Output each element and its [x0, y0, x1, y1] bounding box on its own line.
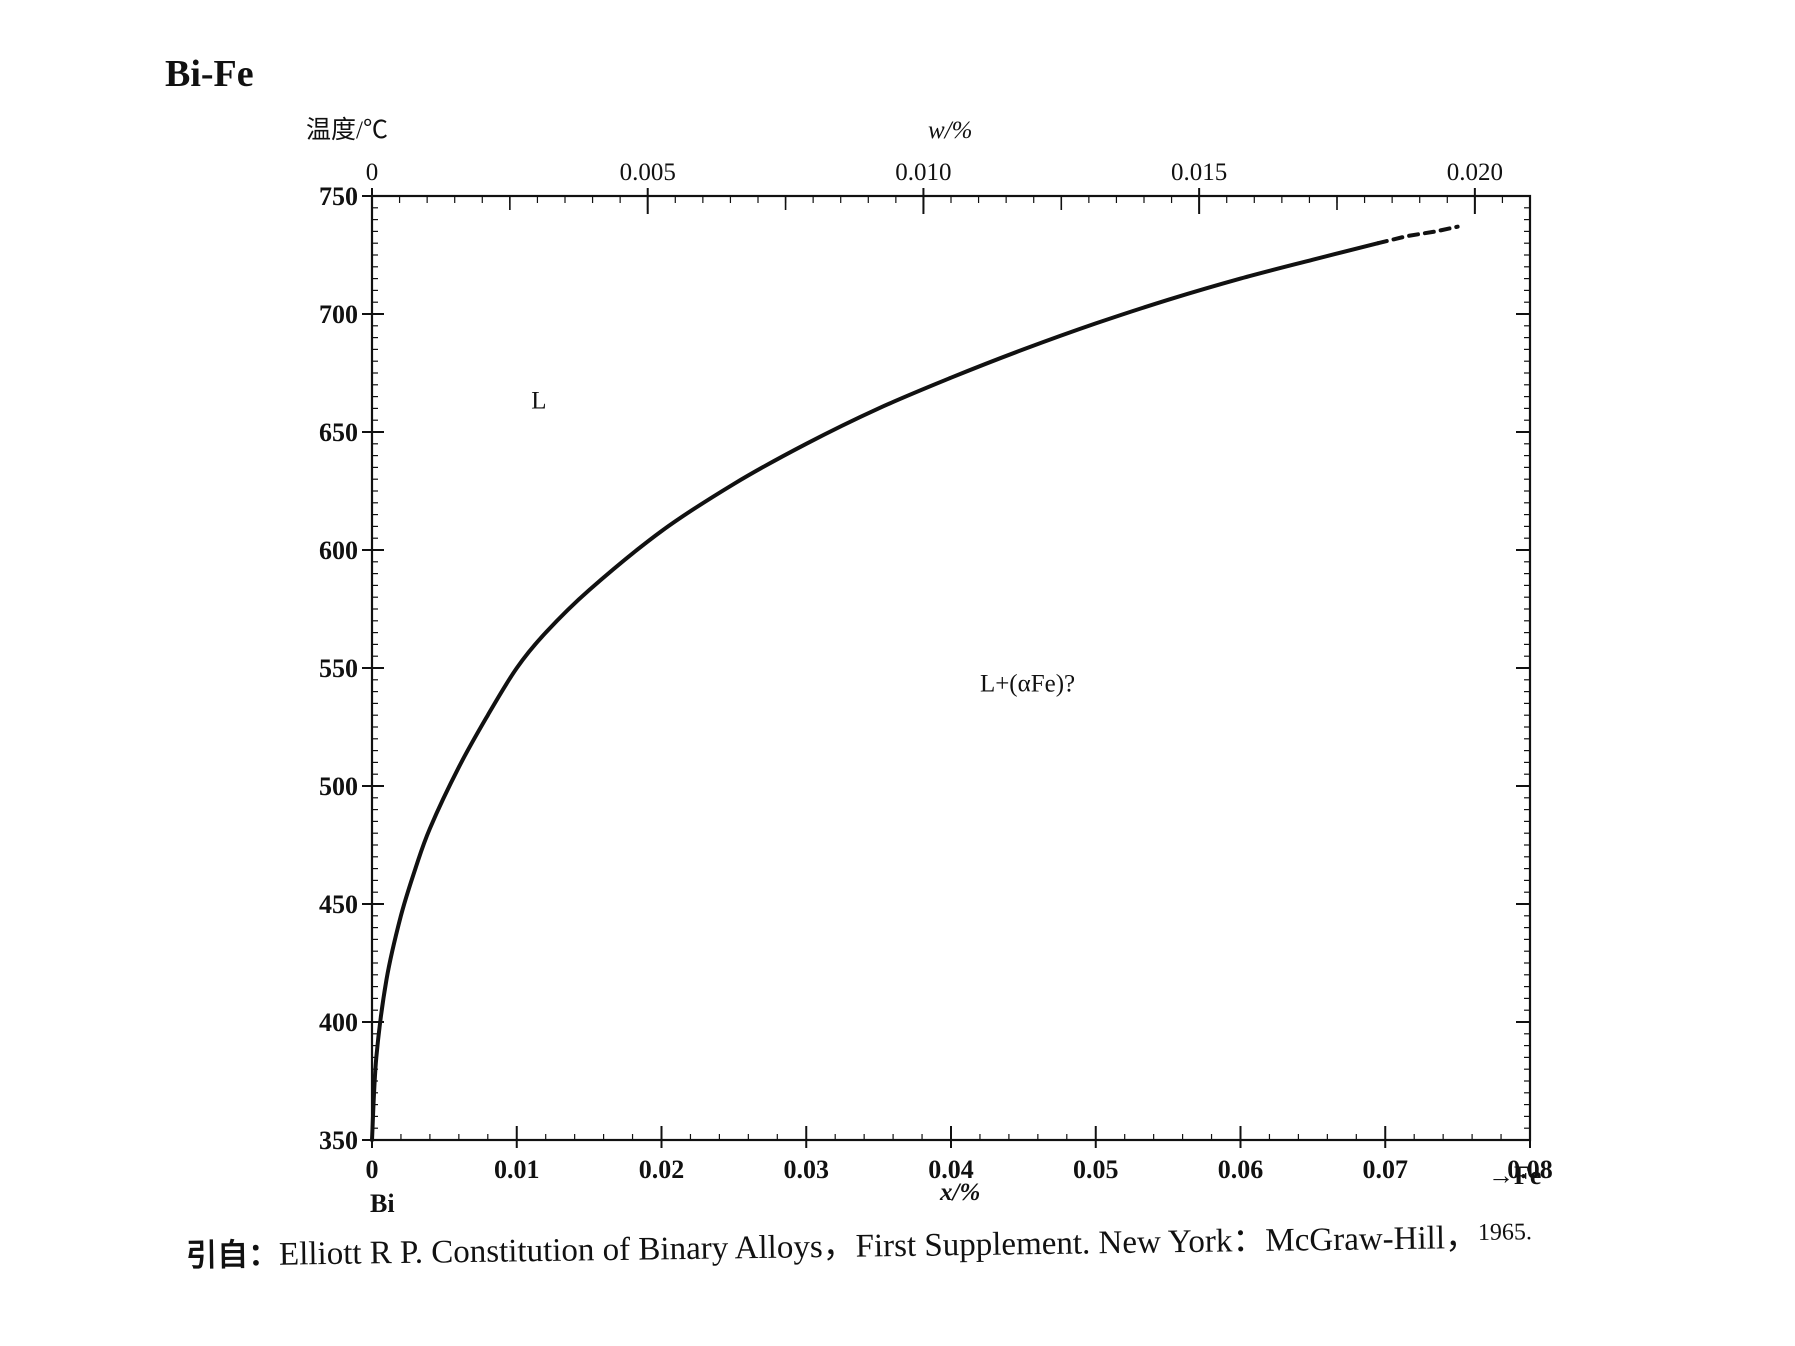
y-tick-label: 700 — [319, 300, 358, 329]
right-element-label: →Fe — [1488, 1161, 1541, 1190]
x-tick-label: 0.05 — [1073, 1155, 1119, 1184]
y-tick-label: 450 — [319, 890, 358, 919]
top-tick-label: 0.020 — [1447, 159, 1503, 186]
left-element-label: Bi — [370, 1189, 395, 1218]
x-tick-labels: 0 0.01 0.02 0.03 0.04 0.05 0.06 0.07 0.08 — [366, 1155, 1553, 1184]
citation-prefix: 引自： — [185, 1236, 280, 1274]
x-axis-title: x/% — [939, 1179, 980, 1206]
y-tick-label: 750 — [319, 182, 358, 211]
x-tick-label: 0 — [366, 1155, 379, 1184]
top-axis-title: w/% — [928, 117, 972, 144]
x-tick-label: 0.01 — [494, 1155, 540, 1184]
region-label: L — [531, 387, 546, 414]
major-ticks — [362, 188, 1531, 1148]
liquidus-curve — [370, 241, 1380, 1142]
top-tick-label: 0 — [366, 159, 379, 186]
chart-title: Bi-Fe — [165, 53, 254, 95]
y-tick-label: 600 — [319, 536, 358, 565]
minor-ticks — [371, 195, 1531, 1141]
top-tick-label: 0.015 — [1171, 159, 1227, 186]
plot-border — [370, 194, 1532, 1142]
y-tick-label: 350 — [319, 1126, 358, 1155]
plot-frame — [370, 194, 1532, 1142]
liquidus-curve-dashed — [1376, 224, 1460, 246]
y-axis-title: 温度/℃ — [306, 116, 388, 144]
y-tick-label: 400 — [319, 1008, 358, 1037]
x-tick-label: 0.02 — [639, 1155, 685, 1184]
y-tick-label: 500 — [319, 772, 358, 801]
x-tick-label: 0.03 — [784, 1155, 830, 1184]
top-tick-labels: 0 0.005 0.010 0.015 0.020 — [366, 159, 1503, 186]
y-tick-label: 650 — [319, 418, 358, 447]
liquidus-curves — [370, 224, 1460, 1142]
top-tick-label: 0.005 — [620, 159, 676, 186]
x-tick-label: 0.06 — [1218, 1155, 1264, 1184]
y-tick-labels: 350 400 450 500 550 600 650 700 750 — [319, 182, 358, 1155]
x-tick-label: 0.08 — [1507, 1155, 1553, 1184]
x-tick-label: 0.04 — [928, 1155, 974, 1184]
citation-year: 1965. — [1477, 1219, 1533, 1246]
y-tick-label: 550 — [319, 654, 358, 683]
top-tick-label: 0.010 — [895, 159, 951, 186]
region-labels: L L+(αFe)? — [531, 387, 1075, 697]
x-tick-label: 0.07 — [1363, 1155, 1409, 1184]
region-label: L+(αFe)? — [980, 671, 1075, 698]
